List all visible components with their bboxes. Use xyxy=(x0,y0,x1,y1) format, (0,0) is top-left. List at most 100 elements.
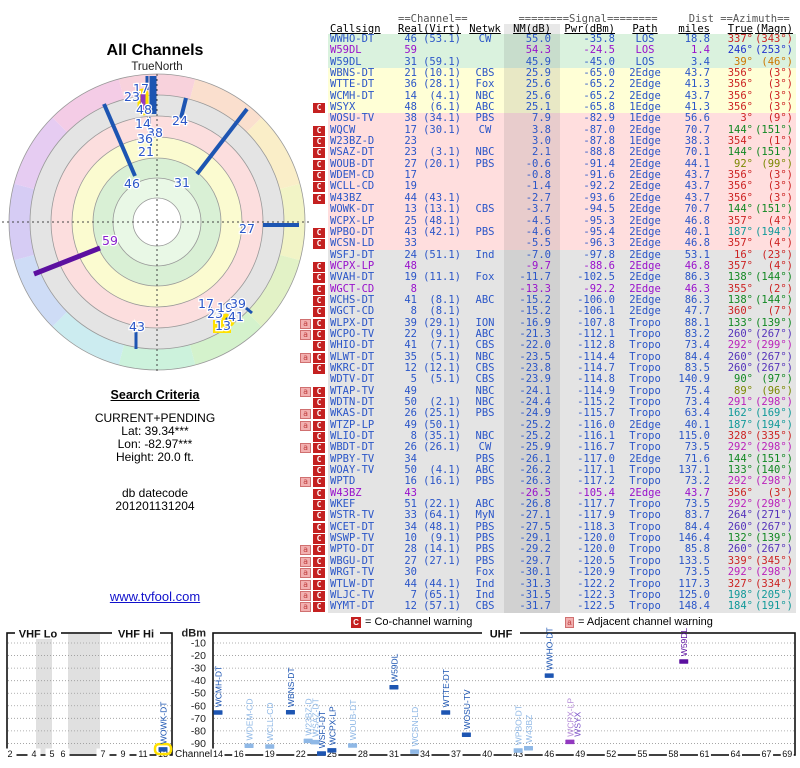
cell-virt: (22.1) xyxy=(422,498,466,511)
cell-true-azimuth: 16° xyxy=(714,249,754,261)
cell-magn-azimuth: (3°) xyxy=(754,181,796,193)
cell-nm: -11.7 xyxy=(504,271,560,284)
x-axis-title: Channel xyxy=(175,749,212,760)
col-header-true: True xyxy=(727,23,753,35)
cell-real: 14 xyxy=(398,90,422,103)
cell-callsign: WDEM-CD xyxy=(328,169,398,182)
cell-netwk xyxy=(466,192,504,205)
cell-pwr: -92.2 xyxy=(560,283,622,295)
cell-nm: 7.9 xyxy=(504,113,560,125)
cell-pwr: -93.6 xyxy=(560,192,622,205)
channel-tick-label: 31 xyxy=(389,749,399,759)
label-backing xyxy=(56,748,70,759)
spacer xyxy=(313,250,328,261)
co-channel-warning-icon: C xyxy=(313,477,325,488)
cell-miles: 71.6 xyxy=(668,453,714,466)
table-row: WSFJ-DT 24 (51.1) Ind -7.0 -97.8 2Edge 53.1 16°(… xyxy=(300,249,800,261)
signal-bar-label: W23BZ-D xyxy=(304,698,314,735)
signal-spoke xyxy=(195,107,249,176)
cell-miles: 46.8 xyxy=(668,260,714,273)
cell-callsign: WLJC-TV xyxy=(328,589,398,602)
spacer xyxy=(300,250,313,261)
table-row: C WKRC-DT 12 (12.1) CBS -23.8 -114.7 Tropo 83.5 2… xyxy=(300,362,800,375)
co-channel-warning-icon: C xyxy=(313,341,325,352)
cell-real: 41 xyxy=(398,294,422,307)
table-row: a C WBDT-DT 26 (26.1) CW -25.9 -116.7 Tropo 73.5 2… xyxy=(300,442,800,454)
channel-tick-label: 52 xyxy=(606,749,616,759)
cell-virt: (3.1) xyxy=(422,147,466,159)
cell-netwk: ABC xyxy=(466,101,504,114)
cell-callsign: WLWT-DT xyxy=(328,351,398,363)
table-row: WBNS-DT 21 (10.1) CBS 25.9 -65.0 2Edge 43.7 356°… xyxy=(300,67,800,80)
co-channel-warning-icon: C xyxy=(313,409,325,420)
signal-spoke xyxy=(33,245,101,277)
cell-nm: -3.7 xyxy=(504,203,560,216)
cell-true-azimuth: 260° xyxy=(714,351,754,363)
cell-true-azimuth: 260° xyxy=(714,544,754,556)
cell-magn-azimuth: (299°) xyxy=(754,339,796,352)
cell-netwk: CW xyxy=(466,33,504,46)
cell-callsign: WCET-DT xyxy=(328,521,398,534)
cell-true-azimuth: 144° xyxy=(714,453,754,466)
cell-nm: -25.2 xyxy=(504,430,560,443)
cell-pwr: -91.4 xyxy=(560,158,622,171)
cell-nm: 25.9 xyxy=(504,67,560,80)
cell-pwr: -105.4 xyxy=(560,487,622,500)
cell-netwk: CBS xyxy=(466,67,504,80)
channel-tick-label: 49 xyxy=(575,749,585,759)
co-channel-warning-icon: C xyxy=(313,420,325,431)
cell-true-azimuth: 327° xyxy=(714,578,754,590)
cell-magn-azimuth: (3°) xyxy=(754,487,796,500)
cell-netwk: PBS xyxy=(466,532,504,545)
table-row: a C WPTO-DT 28 (14.1) PBS -29.2 -120.0 Tropo 85.8… xyxy=(300,544,800,556)
cell-nm: -13.3 xyxy=(504,283,560,295)
cell-nm: 3.0 xyxy=(504,135,560,148)
channel-tick-label: 43 xyxy=(513,749,523,759)
cell-callsign: W43BZ xyxy=(328,192,398,205)
cell-virt: (28.1) xyxy=(422,79,466,91)
co-channel-warning-icon: C xyxy=(313,511,325,522)
cell-callsign: WSWP-TV xyxy=(328,532,398,545)
cell-pwr: -116.0 xyxy=(560,419,622,432)
cell-true-azimuth: 356° xyxy=(714,192,754,205)
cell-real: 8 xyxy=(398,430,422,443)
col-header-real: Real xyxy=(398,23,424,35)
cell-pwr: -116.7 xyxy=(560,442,622,454)
co-channel-warning-icon: C xyxy=(313,522,325,533)
table-row: C WCLL-CD 19 -1.4 -92.2 2Edge 43.7 356° (3°) xyxy=(300,181,800,193)
cell-callsign: W23BZ-D xyxy=(328,135,398,148)
table-row: a C WBGU-DT 27 (27.1) PBS -29.7 -120.5 Tropo 133.… xyxy=(300,555,800,568)
cell-virt: (57.1) xyxy=(422,600,466,613)
spacer xyxy=(300,181,313,192)
cell-callsign: WGCT-CD xyxy=(328,283,398,295)
cell-path: 2Edge xyxy=(622,79,668,91)
col-header-magn: (Magn) xyxy=(755,23,793,35)
cell-path: LOS xyxy=(622,45,668,57)
cell-netwk xyxy=(466,419,504,432)
cell-miles: 86.3 xyxy=(668,271,714,284)
cell-virt: (6.1) xyxy=(422,101,466,114)
cell-miles: 70.1 xyxy=(668,147,714,159)
signal-bar xyxy=(303,738,313,744)
label-backing xyxy=(604,748,618,759)
cell-magn-azimuth: (97°) xyxy=(754,373,796,386)
table-header: ==Channel== ========Signal======== Dist … xyxy=(300,14,800,35)
cell-virt: (4.1) xyxy=(422,90,466,103)
cell-netwk xyxy=(466,181,504,193)
cell-netwk xyxy=(466,306,504,318)
spacer xyxy=(300,306,313,317)
search-lat: Lat: 39.34*** xyxy=(121,424,189,438)
table-row: WDTV-DT 5 (5.1) CBS -23.9 -114.8 Tropo 140.9 90°… xyxy=(300,373,800,386)
label-backing xyxy=(387,748,401,759)
cell-path: 2Edge xyxy=(622,203,668,216)
cell-miles: 115.0 xyxy=(668,430,714,443)
cell-magn-azimuth: (298°) xyxy=(754,442,796,454)
tvfool-link[interactable]: www.tvfool.com xyxy=(109,589,201,604)
signal-bar xyxy=(285,710,295,715)
cell-magn-azimuth: (139°) xyxy=(754,532,796,545)
cell-nm: -31.7 xyxy=(504,600,560,613)
compass-wedge xyxy=(52,311,125,365)
label-backing xyxy=(666,748,680,759)
cell-virt: (27.1) xyxy=(422,555,466,568)
cell-callsign: WTTE-DT xyxy=(328,79,398,91)
